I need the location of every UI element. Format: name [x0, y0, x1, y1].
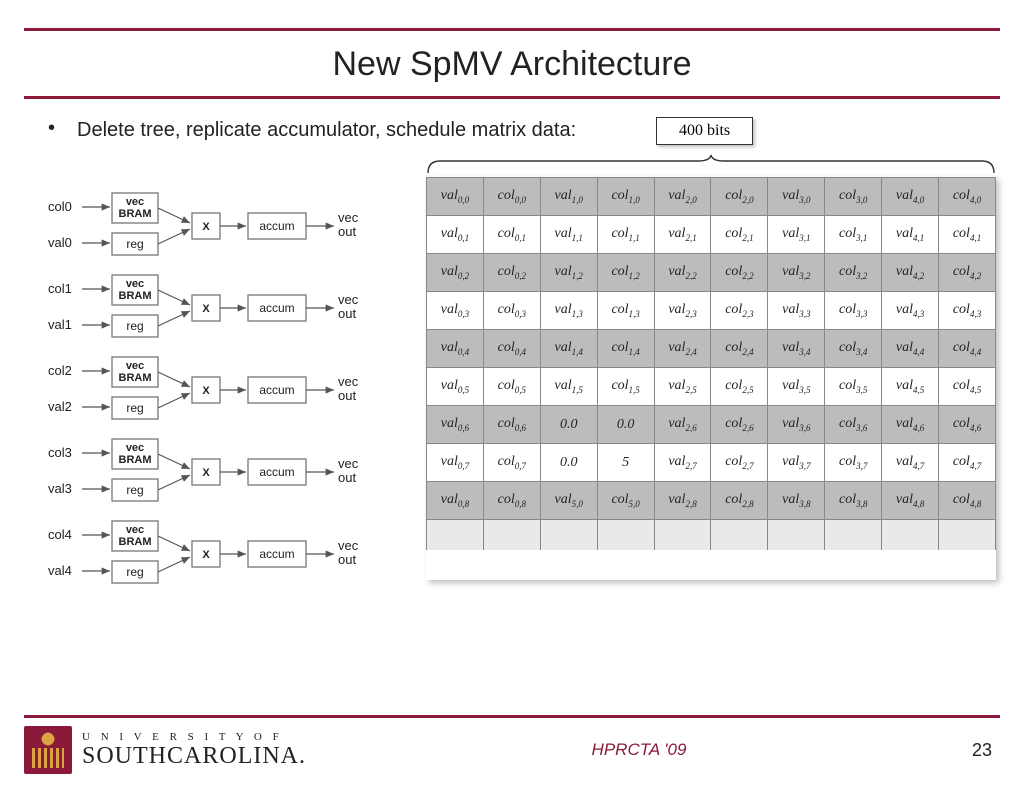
svg-text:vec: vec: [126, 196, 144, 208]
svg-text:accum: accum: [259, 465, 294, 479]
svg-text:val3: val3: [48, 481, 72, 496]
svg-text:out: out: [338, 388, 356, 403]
svg-text:val4: val4: [48, 563, 72, 578]
university-name: U N I V E R S I T Y O F SOUTHCAROLINA.: [82, 731, 306, 770]
svg-text:col3: col3: [48, 445, 72, 460]
svg-text:X: X: [202, 385, 210, 397]
svg-text:out: out: [338, 470, 356, 485]
svg-text:vec: vec: [338, 538, 359, 553]
svg-text:vec: vec: [338, 292, 359, 307]
svg-text:out: out: [338, 552, 356, 567]
svg-text:reg: reg: [126, 401, 143, 415]
svg-text:accum: accum: [259, 301, 294, 315]
svg-text:val2: val2: [48, 399, 72, 414]
brace: [426, 153, 996, 175]
svg-text:X: X: [202, 303, 210, 315]
schedule-table: val0,0col0,0val1,0col1,0val2,0col2,0val3…: [426, 177, 996, 580]
svg-text:BRAM: BRAM: [119, 372, 152, 384]
svg-text:vec: vec: [338, 456, 359, 471]
pipeline-diagram: col0 val0 vec BRAM reg X accum vec out c…: [48, 189, 400, 599]
bits-label: 400 bits: [656, 117, 753, 145]
svg-text:BRAM: BRAM: [119, 208, 152, 220]
conference-label: HPRCTA '09: [592, 740, 687, 760]
svg-text:out: out: [338, 306, 356, 321]
slide-title: New SpMV Architecture: [0, 31, 1024, 96]
svg-text:col1: col1: [48, 281, 72, 296]
svg-text:BRAM: BRAM: [119, 290, 152, 302]
svg-text:reg: reg: [126, 237, 143, 251]
svg-text:vec: vec: [338, 374, 359, 389]
footer-rule: [24, 715, 1000, 718]
university-logo-icon: [24, 726, 72, 774]
svg-text:col4: col4: [48, 527, 72, 542]
svg-text:vec: vec: [126, 524, 144, 536]
svg-text:col0: col0: [48, 199, 72, 214]
svg-text:accum: accum: [259, 219, 294, 233]
svg-text:out: out: [338, 224, 356, 239]
university-line1: U N I V E R S I T Y O F: [82, 731, 306, 743]
svg-text:vec: vec: [126, 360, 144, 372]
svg-text:accum: accum: [259, 547, 294, 561]
svg-text:reg: reg: [126, 565, 143, 579]
svg-text:X: X: [202, 221, 210, 233]
bullet-dot: •: [48, 117, 55, 144]
svg-text:reg: reg: [126, 483, 143, 497]
svg-text:X: X: [202, 467, 210, 479]
svg-text:BRAM: BRAM: [119, 454, 152, 466]
svg-text:vec: vec: [126, 278, 144, 290]
page-number: 23: [972, 740, 992, 761]
svg-text:val0: val0: [48, 235, 72, 250]
footer: U N I V E R S I T Y O F SOUTHCAROLINA. H…: [24, 722, 1000, 778]
svg-text:reg: reg: [126, 319, 143, 333]
svg-text:vec: vec: [126, 442, 144, 454]
university-line2: SOUTHCAROLINA.: [82, 743, 306, 770]
svg-text:col2: col2: [48, 363, 72, 378]
matrix-schedule: 400 bits val0,0col0,0val1,0col1,0val2,0c…: [426, 117, 996, 599]
svg-text:val1: val1: [48, 317, 72, 332]
svg-text:accum: accum: [259, 383, 294, 397]
svg-text:vec: vec: [338, 210, 359, 225]
svg-text:X: X: [202, 549, 210, 561]
svg-text:BRAM: BRAM: [119, 536, 152, 548]
